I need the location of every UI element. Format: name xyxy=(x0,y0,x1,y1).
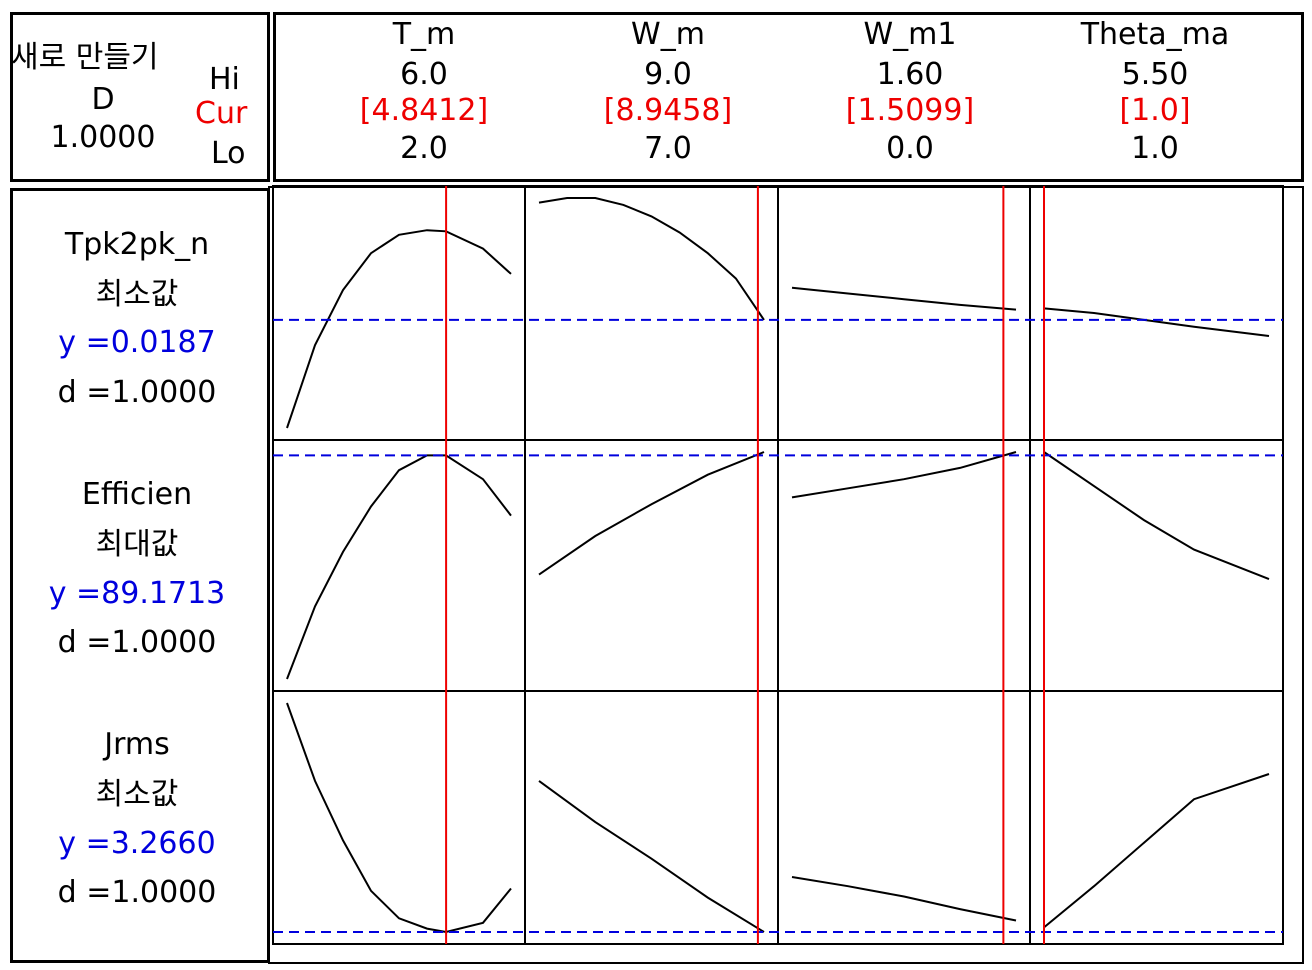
response-curve xyxy=(1043,307,1270,337)
response-curve xyxy=(791,286,1017,311)
factor-name: T_m xyxy=(392,17,456,52)
plot-area-frame xyxy=(268,186,1304,964)
cur-label: Cur xyxy=(195,96,248,131)
factor-lo: 1.0 xyxy=(1131,131,1179,166)
response-curve xyxy=(538,197,765,321)
factor-name: W_m xyxy=(631,17,705,52)
panel-border xyxy=(272,185,526,441)
composite-desirability-box: 새로 만들기 Hi D Cur 1.0000 Lo xyxy=(10,12,270,182)
panel-border xyxy=(777,439,1031,692)
factor-hi: 6.0 xyxy=(400,57,448,92)
factor-header-box xyxy=(273,12,1304,182)
response-curve xyxy=(1043,451,1270,581)
panel-border xyxy=(777,690,1031,945)
panel-border xyxy=(272,690,526,945)
panel-border xyxy=(524,439,779,692)
response-desirability: d =1.0000 xyxy=(57,375,217,410)
response-curve xyxy=(1043,773,1270,929)
response-goal: 최소값 xyxy=(95,777,179,812)
panel-border xyxy=(777,185,1031,441)
factor-hi: 5.50 xyxy=(1121,57,1189,92)
lo-label: Lo xyxy=(211,136,246,171)
factor-lo: 7.0 xyxy=(644,131,692,166)
panel-border xyxy=(1029,185,1284,441)
factor-name: W_m1 xyxy=(863,17,957,52)
composite-d-label: D xyxy=(91,82,115,117)
response-name: Tpk2pk_n xyxy=(64,227,210,262)
factor-hi: 1.60 xyxy=(876,57,944,92)
panel-border xyxy=(1029,690,1284,945)
panel-border xyxy=(524,690,779,945)
response-desirability: d =1.0000 xyxy=(57,625,217,660)
response-curve xyxy=(286,702,512,934)
response-curve xyxy=(791,451,1017,499)
response-predicted-y: y =3.2660 xyxy=(58,826,216,861)
panel-border xyxy=(1029,439,1284,692)
response-name: Efficien xyxy=(81,477,193,512)
response-curve xyxy=(286,229,512,429)
response-goal: 최소값 xyxy=(95,277,179,312)
composite-d-value: 1.0000 xyxy=(50,120,156,155)
response-name: Jrms xyxy=(104,727,170,762)
factor-hi: 9.0 xyxy=(644,57,692,92)
factor-current: [8.9458] xyxy=(603,93,733,128)
response-predicted-y: y =89.1713 xyxy=(48,576,226,611)
panel-border xyxy=(524,185,779,441)
hi-label: Hi xyxy=(209,62,240,97)
factor-current: [1.0] xyxy=(1119,93,1191,128)
response-curve xyxy=(791,876,1017,922)
factor-lo: 0.0 xyxy=(886,131,934,166)
factor-current: [4.8412] xyxy=(359,93,489,128)
response-desirability: d =1.0000 xyxy=(57,875,217,910)
response-curve xyxy=(286,454,512,680)
factor-name: Theta_ma xyxy=(1080,17,1230,52)
panel-border xyxy=(272,439,526,692)
response-goal: 최대값 xyxy=(95,527,179,562)
response-curve xyxy=(538,780,765,933)
factor-lo: 2.0 xyxy=(400,131,448,166)
response-curve xyxy=(538,451,765,576)
response-predicted-y: y =0.0187 xyxy=(58,325,216,360)
composite-title: 새로 만들기 xyxy=(11,40,159,75)
factor-current: [1.5099] xyxy=(845,93,975,128)
